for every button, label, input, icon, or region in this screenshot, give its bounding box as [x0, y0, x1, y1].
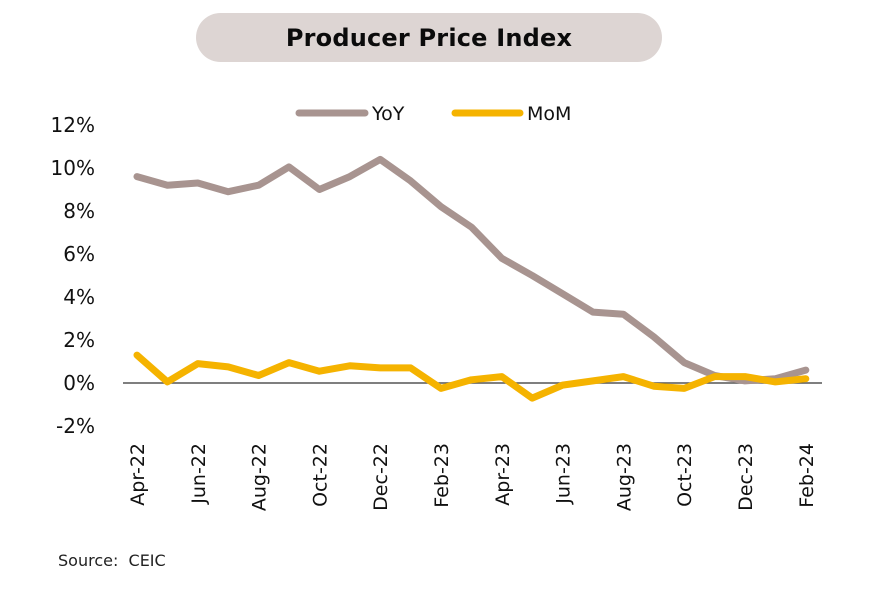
legend-label-mom: MoM — [527, 103, 571, 125]
x-tick-label: Apr-23 — [492, 443, 514, 506]
x-tick-label: Apr-22 — [127, 443, 149, 506]
x-tick-label: Aug-22 — [249, 443, 271, 511]
legend-label-yoy: YoY — [371, 103, 405, 125]
x-tick-label: Jun-22 — [188, 443, 210, 505]
x-tick-label: Oct-23 — [674, 443, 696, 507]
y-tick-label: 12% — [51, 113, 95, 137]
y-tick-label: 2% — [63, 328, 95, 352]
x-tick-label: Oct-22 — [309, 443, 331, 507]
x-tick-label: Feb-24 — [796, 443, 818, 508]
x-tick-label: Dec-23 — [735, 443, 757, 511]
series-line-yoy — [133, 155, 810, 385]
y-tick-label: 4% — [63, 285, 95, 309]
series-line-mom — [133, 351, 810, 402]
y-tick-label: 6% — [63, 242, 95, 266]
chart-title: Producer Price Index — [285, 23, 573, 52]
y-tick-label: 10% — [51, 156, 95, 180]
source-note: Source: CEIC — [58, 551, 166, 570]
y-tick-label: 0% — [63, 371, 95, 395]
y-tick-label: -2% — [56, 414, 95, 438]
x-tick-label: Dec-22 — [370, 443, 392, 511]
y-axis: 12% 10% 8% 6% 4% 2% 0% -2% — [51, 113, 95, 438]
x-tick-label: Aug-23 — [613, 443, 635, 511]
x-tick-label: Jun-23 — [553, 443, 575, 505]
x-axis: Apr-22 Jun-22 Aug-22 Oct-22 Dec-22 Feb-23 Apr-… — [127, 443, 818, 511]
y-tick-label: 8% — [63, 199, 95, 223]
chart-title-pill: Producer Price Index — [196, 13, 662, 62]
legend: YoY MoM — [295, 103, 571, 125]
x-tick-label: Feb-23 — [431, 443, 453, 508]
series-layer — [133, 155, 810, 402]
